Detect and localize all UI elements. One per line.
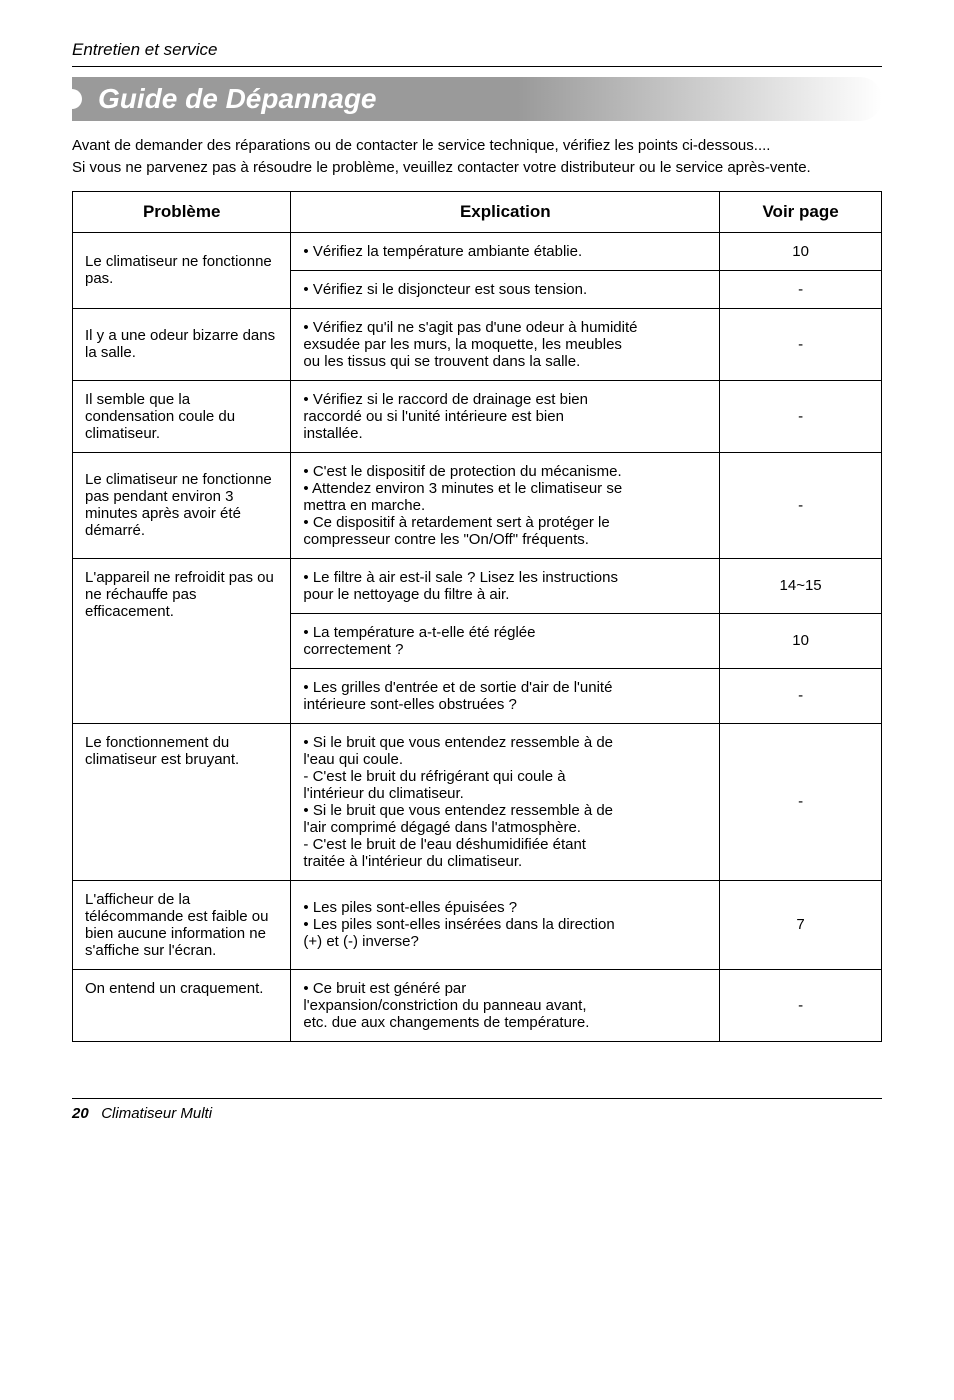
- th-problem: Problème: [73, 191, 291, 232]
- intro: Avant de demander des réparations ou de …: [72, 135, 882, 179]
- cell-explication: • Ce bruit est généré par l'expansion/co…: [291, 969, 720, 1041]
- cell-problem: Il y a une odeur bizarre dans la salle.: [73, 308, 291, 380]
- footer-book-title: Climatiseur Multi: [101, 1105, 212, 1122]
- th-page: Voir page: [720, 191, 882, 232]
- footer-page-number: 20: [72, 1105, 89, 1122]
- cell-explication: • La température a-t-elle été réglée cor…: [291, 613, 720, 668]
- cell-explication: • Vérifiez si le raccord de drainage est…: [291, 380, 720, 452]
- cell-page: -: [720, 270, 882, 308]
- cell-page: 7: [720, 880, 882, 969]
- cell-explication: • Vérifiez qu'il ne s'agit pas d'une ode…: [291, 308, 720, 380]
- cell-page: -: [720, 380, 882, 452]
- cell-problem: L'afficheur de la télécommande est faibl…: [73, 880, 291, 969]
- cell-explication: • Le filtre à air est-il sale ? Lisez le…: [291, 558, 720, 613]
- intro-line-1: Avant de demander des réparations ou de …: [72, 137, 770, 154]
- running-head: Entretien et service: [72, 40, 882, 60]
- table-row: Il semble que la condensation coule du c…: [73, 380, 882, 452]
- cell-explication: • Vérifiez la température ambiante établ…: [291, 232, 720, 270]
- cell-explication: • Vérifiez si le disjoncteur est sous te…: [291, 270, 720, 308]
- cell-problem: On entend un craquement.: [73, 969, 291, 1041]
- table-row: Le climatiseur ne fonctionne pas pendant…: [73, 452, 882, 558]
- cell-page: 14~15: [720, 558, 882, 613]
- table-row: Il y a une odeur bizarre dans la salle. …: [73, 308, 882, 380]
- table-header-row: Problème Explication Voir page: [73, 191, 882, 232]
- cell-explication: • C'est le dispositif de protection du m…: [291, 452, 720, 558]
- cell-problem: Le climatiseur ne fonctionne pas.: [73, 232, 291, 308]
- cell-problem: L'appareil ne refroidit pas ou ne réchau…: [73, 558, 291, 723]
- page-title: Guide de Dépannage: [72, 77, 882, 121]
- cell-explication: • Les grilles d'entrée et de sortie d'ai…: [291, 668, 720, 723]
- table-row: Le fonctionnement du climatiseur est bru…: [73, 723, 882, 880]
- cell-page: 10: [720, 232, 882, 270]
- cell-problem: Le fonctionnement du climatiseur est bru…: [73, 723, 291, 880]
- cell-page: -: [720, 723, 882, 880]
- table-row: L'afficheur de la télécommande est faibl…: [73, 880, 882, 969]
- intro-line-2: Si vous ne parvenez pas à résoudre le pr…: [72, 159, 811, 176]
- cell-explication: • Les piles sont-elles épuisées ? • Les …: [291, 880, 720, 969]
- cell-explication: • Si le bruit que vous entendez ressembl…: [291, 723, 720, 880]
- table-row: On entend un craquement. • Ce bruit est …: [73, 969, 882, 1041]
- cell-page: 10: [720, 613, 882, 668]
- page: Entretien et service Guide de Dépannage …: [0, 0, 954, 1152]
- footer-line: 20 Climatiseur Multi: [72, 1105, 882, 1122]
- title-banner: Guide de Dépannage: [72, 77, 882, 121]
- troubleshooting-table: Problème Explication Voir page Le climat…: [72, 191, 882, 1042]
- footer: 20 Climatiseur Multi: [72, 1098, 882, 1122]
- cell-page: -: [720, 668, 882, 723]
- cell-problem: Il semble que la condensation coule du c…: [73, 380, 291, 452]
- bottom-rule: [72, 1098, 882, 1099]
- cell-problem: Le climatiseur ne fonctionne pas pendant…: [73, 452, 291, 558]
- cell-page: -: [720, 969, 882, 1041]
- top-rule: [72, 66, 882, 67]
- table-row: Le climatiseur ne fonctionne pas. • Véri…: [73, 232, 882, 270]
- cell-page: -: [720, 452, 882, 558]
- table-row: L'appareil ne refroidit pas ou ne réchau…: [73, 558, 882, 613]
- cell-page: -: [720, 308, 882, 380]
- th-explication: Explication: [291, 191, 720, 232]
